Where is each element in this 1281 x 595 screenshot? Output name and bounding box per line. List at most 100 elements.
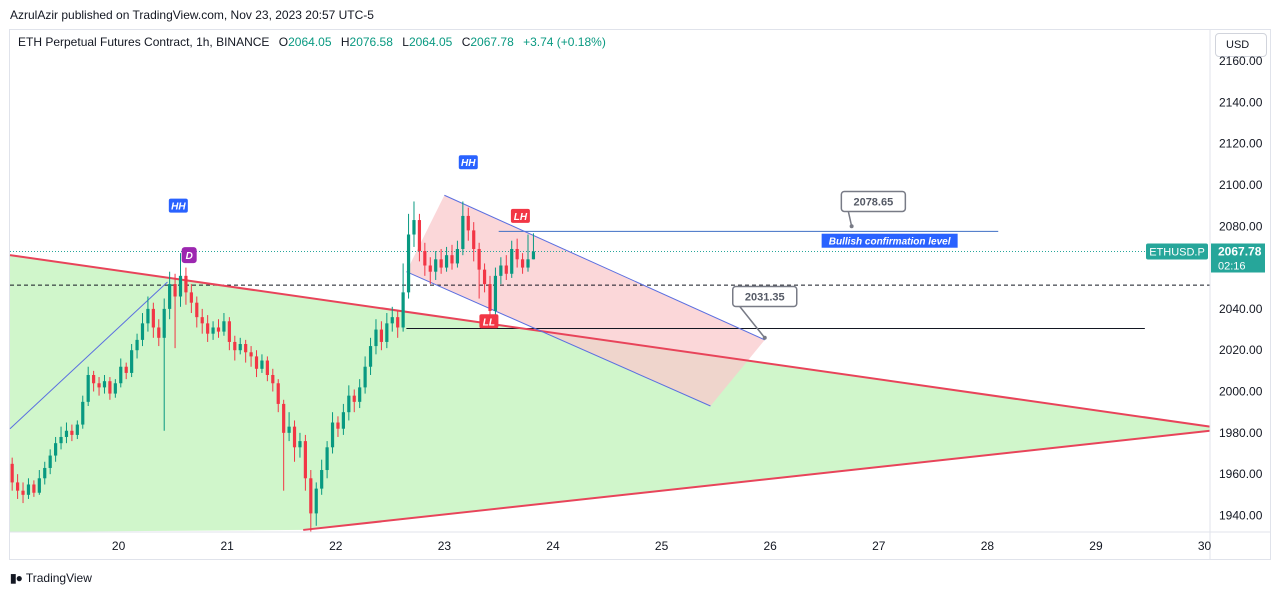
label-box-lh-1	[510, 208, 530, 223]
candle-body	[510, 248, 514, 274]
candle-body	[108, 381, 112, 394]
candle-body	[434, 259, 438, 272]
label-hh-2: HH	[461, 158, 476, 169]
candle-body	[320, 470, 324, 489]
currency-button[interactable]: USD	[1215, 33, 1267, 57]
trendline-triangle-upper	[9, 254, 1211, 428]
callout-leader-callout-upper	[847, 211, 853, 227]
callout-box-callout-lower	[732, 285, 798, 308]
x-tick-label: 29	[1089, 539, 1103, 553]
candle-body	[379, 329, 384, 342]
candle-body	[466, 215, 470, 231]
x-tick-label: 26	[764, 539, 778, 553]
candle-body	[184, 275, 188, 293]
candle-body	[504, 265, 508, 274]
symbol-legend: ETH Perpetual Futures Contract, 1h, BINA…	[18, 35, 606, 49]
candle-body	[374, 329, 378, 347]
callout-leader-callout-lower	[739, 306, 766, 339]
candle-body	[227, 321, 231, 342]
symbol-tag: ETHUSD.P	[1149, 246, 1205, 258]
channel-fill	[406, 195, 765, 406]
candle-body	[265, 360, 269, 375]
y-tick-label: 2140.00	[1219, 95, 1263, 109]
candle-body	[140, 323, 145, 340]
candle-body	[423, 251, 427, 266]
candle-body	[200, 317, 204, 324]
candle-body	[54, 443, 58, 456]
candle-body	[472, 230, 476, 249]
candle-body	[178, 275, 183, 297]
candle-body	[216, 327, 221, 332]
change-value: +3.74 (+0.18%)	[523, 35, 606, 49]
candle-body	[113, 383, 117, 394]
label-d-1: D	[186, 251, 193, 262]
candle-body	[48, 455, 52, 468]
tradingview-logo[interactable]: ▮● TradingView	[10, 571, 92, 585]
price-tag-value: 2067.78	[1218, 244, 1262, 258]
candle-body	[146, 308, 150, 324]
label-box-d-1	[181, 247, 197, 264]
trendline-channel-lower	[406, 271, 711, 407]
candle-body	[124, 366, 128, 373]
y-tick-label: 2100.00	[1219, 178, 1263, 192]
candle-body	[390, 317, 394, 324]
price-tag-bg	[1211, 243, 1265, 273]
y-tick-label: 1960.00	[1219, 467, 1263, 481]
candle-body	[162, 308, 166, 338]
candle-body	[81, 401, 85, 425]
candle-body	[254, 356, 259, 369]
label-lh-1: LH	[514, 212, 528, 223]
callout-anchor-callout-lower	[762, 335, 767, 340]
trendline-rising	[9, 281, 168, 430]
candle-body	[531, 251, 536, 260]
y-tick-label: 2000.00	[1219, 385, 1263, 399]
x-tick-label: 23	[438, 539, 452, 553]
candle-body	[276, 383, 280, 404]
candle-body	[135, 339, 139, 351]
candle-body	[336, 422, 340, 429]
candle-body	[206, 323, 210, 334]
candle-body	[493, 275, 498, 311]
y-tick-label: 1980.00	[1219, 426, 1263, 440]
candle-body	[222, 321, 226, 332]
candle-body	[499, 265, 503, 276]
candle-body	[455, 248, 460, 264]
candle-body	[64, 430, 69, 437]
candle-body	[10, 463, 14, 483]
candle-body	[341, 412, 345, 429]
candle-body	[26, 484, 31, 495]
symbol-tag-bg	[1146, 243, 1208, 260]
label-ll-1: LL	[483, 317, 495, 328]
candle-body	[439, 259, 443, 268]
y-tick-label: 2120.00	[1219, 137, 1263, 151]
x-tick-label: 28	[981, 539, 995, 553]
candle-body	[303, 441, 307, 479]
tradingview-logo-text: TradingView	[25, 571, 92, 585]
candle-body	[482, 269, 487, 285]
candle-body	[21, 490, 25, 495]
candle-body	[92, 374, 96, 384]
symbol-title[interactable]: ETH Perpetual Futures Contract, 1h, BINA…	[18, 35, 270, 49]
candle-body	[16, 482, 20, 491]
open-label: O	[278, 35, 289, 49]
candle-body	[233, 341, 237, 351]
candle-body	[59, 436, 63, 444]
candle-body	[385, 323, 389, 342]
candle-body	[271, 374, 275, 384]
candle-body	[347, 395, 351, 413]
candle-body	[450, 255, 454, 264]
price-tag-countdown: 02:16	[1218, 260, 1246, 272]
candle-body	[325, 447, 329, 471]
label-hh-1: HH	[171, 202, 186, 213]
candle-body	[70, 430, 74, 435]
x-tick-label: 25	[655, 539, 669, 553]
candle-body	[195, 302, 199, 318]
x-tick-label: 22	[329, 539, 343, 553]
candle-body	[211, 327, 215, 334]
candle-body	[102, 381, 107, 388]
callout-lower: 2031.35	[745, 291, 785, 303]
candle-body	[358, 387, 362, 402]
chart-frame	[9, 29, 1271, 560]
callout-anchor-callout-upper	[849, 224, 854, 229]
